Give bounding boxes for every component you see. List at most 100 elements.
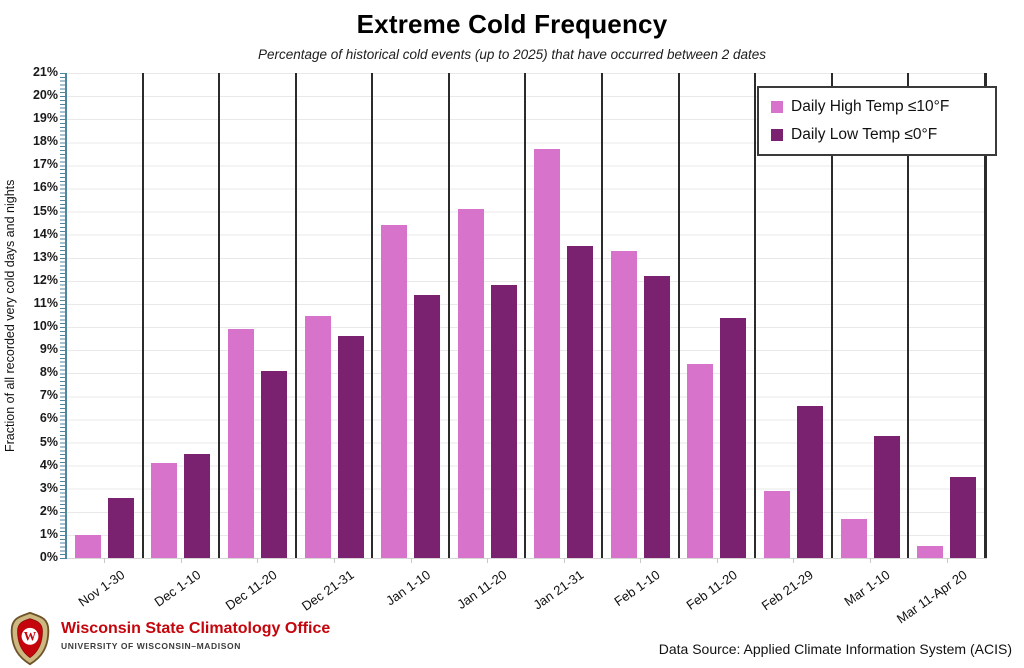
category-group-4: Dec 21-31 [297,73,374,614]
x-axis-label-9: Feb 11-20 [683,567,740,613]
bar-high-temp-1 [74,534,101,558]
x-axis-label-11: Mar 1-10 [841,567,893,610]
legend: Daily High Temp ≤10°F Daily Low Temp ≤0°… [757,86,997,156]
category-group-8: Feb 1-10 [603,73,680,609]
category-group-5: Jan 1-10 [373,73,450,608]
y-tick-label-14: 14% [32,226,58,241]
y-tick-label-0: 0% [39,550,58,564]
svg-text:W: W [24,630,37,644]
x-axis-label-5: Jan 1-10 [383,567,434,609]
x-tick [257,558,259,563]
bar-high-temp-10 [763,491,790,558]
bar-high-temp-9 [687,364,714,558]
y-tick-label-21: 21% [32,65,58,79]
bar-low-temp-2 [184,454,211,558]
bar-low-temp-11 [873,435,900,558]
bar-high-temp-2 [151,463,178,558]
category-group-10: Feb 21-29 [756,73,833,613]
org-name: Wisconsin State Climatology Office [61,620,331,637]
y-tick-label-8: 8% [39,365,58,380]
x-axis-label-10: Feb 21-29 [758,567,817,614]
y-tick-label-13: 13% [32,249,58,264]
x-tick [870,558,872,563]
bar-low-temp-6 [490,285,517,558]
x-tick [716,558,718,563]
legend-swatch-low-temp [771,129,783,141]
y-tick-label-12: 12% [32,272,58,287]
data-source-note: Data Source: Applied Climate Information… [658,641,1012,657]
legend-swatch-high-temp [771,101,783,113]
y-axis-title: Fraction of all recorded very cold days … [3,179,17,452]
category-group-2: Dec 1-10 [144,73,221,610]
x-tick [640,558,642,563]
x-axis-label-1: Nov 1-30 [75,567,127,610]
y-tick-label-16: 16% [32,180,58,195]
y-tick-label-5: 5% [39,434,58,449]
y-tick-label-2: 2% [39,503,58,518]
org-branding: W Wisconsin State Climatology Office UNI… [8,611,330,666]
y-tick-label-6: 6% [39,411,58,426]
y-tick-label-20: 20% [32,88,58,103]
category-group-6: Jan 11-20 [450,73,527,612]
y-tick-label-9: 9% [39,342,58,357]
bar-low-temp-9 [720,317,747,558]
bar-low-temp-10 [796,405,823,558]
x-tick [104,558,106,563]
bar-low-temp-1 [107,497,134,558]
category-group-9: Feb 11-20 [680,73,757,613]
x-tick [410,558,412,563]
x-axis-label-4: Dec 21-31 [298,567,357,614]
chart-title: Extreme Cold Frequency [356,9,668,39]
y-tick-label-10: 10% [32,319,58,334]
bar-low-temp-7 [567,246,594,558]
y-tick-label-3: 3% [39,480,58,495]
y-tick-label-19: 19% [32,111,58,126]
bar-high-temp-12 [917,546,944,558]
y-tick-label-7: 7% [39,388,58,403]
bar-low-temp-5 [414,294,441,558]
x-tick [487,558,489,563]
y-tick-label-18: 18% [32,134,58,149]
bar-low-temp-4 [337,336,364,558]
y-tick-label-15: 15% [32,203,58,218]
chart-subtitle: Percentage of historical cold events (up… [257,47,767,62]
bar-high-temp-5 [381,225,408,558]
category-group-1: Nov 1-30 [67,73,144,610]
category-group-12: Mar 11-Apr 20 [893,73,987,626]
x-tick [793,558,795,563]
legend-entry-high: Daily High Temp ≤10°F [771,98,983,116]
category-group-7: Jan 21-31 [526,73,604,612]
x-tick [334,558,336,563]
bar-high-temp-3 [227,329,254,558]
bar-high-temp-8 [610,250,637,558]
org-subname: UNIVERSITY OF WISCONSIN–MADISON [61,641,241,651]
legend-label-low-temp: Daily Low Temp ≤0°F [791,126,938,143]
x-axis-label-3: Dec 11-20 [223,567,281,614]
y-tick-label-1: 1% [39,526,58,541]
x-axis-label-7: Jan 21-31 [530,567,587,613]
bar-high-temp-4 [304,315,331,558]
x-axis-label-6: Jan 11-20 [454,567,510,612]
y-tick-label-11: 11% [33,295,58,310]
bar-high-temp-6 [457,209,484,558]
bar-high-temp-7 [534,149,561,558]
uw-crest-logo: W [10,611,50,666]
y-tick-label-17: 17% [32,157,58,172]
category-group-3: Dec 11-20 [220,73,297,613]
x-tick [946,558,948,563]
bar-high-temp-11 [840,518,867,558]
org-text: Wisconsin State Climatology Office UNIVE… [61,611,330,651]
x-axis-label-8: Feb 1-10 [611,567,663,610]
legend-label-high-temp: Daily High Temp ≤10°F [791,98,950,115]
x-axis-label-12: Mar 11-Apr 20 [893,567,970,627]
category-group-11: Mar 1-10 [833,73,910,609]
bar-low-temp-12 [950,477,977,558]
bar-low-temp-8 [643,276,670,558]
x-tick [180,558,182,563]
x-axis-label-2: Dec 1-10 [151,567,204,610]
legend-entry-low: Daily Low Temp ≤0°F [771,126,983,144]
x-tick [563,558,565,563]
y-tick-label-4: 4% [39,457,58,472]
y-axis-line [60,73,67,559]
